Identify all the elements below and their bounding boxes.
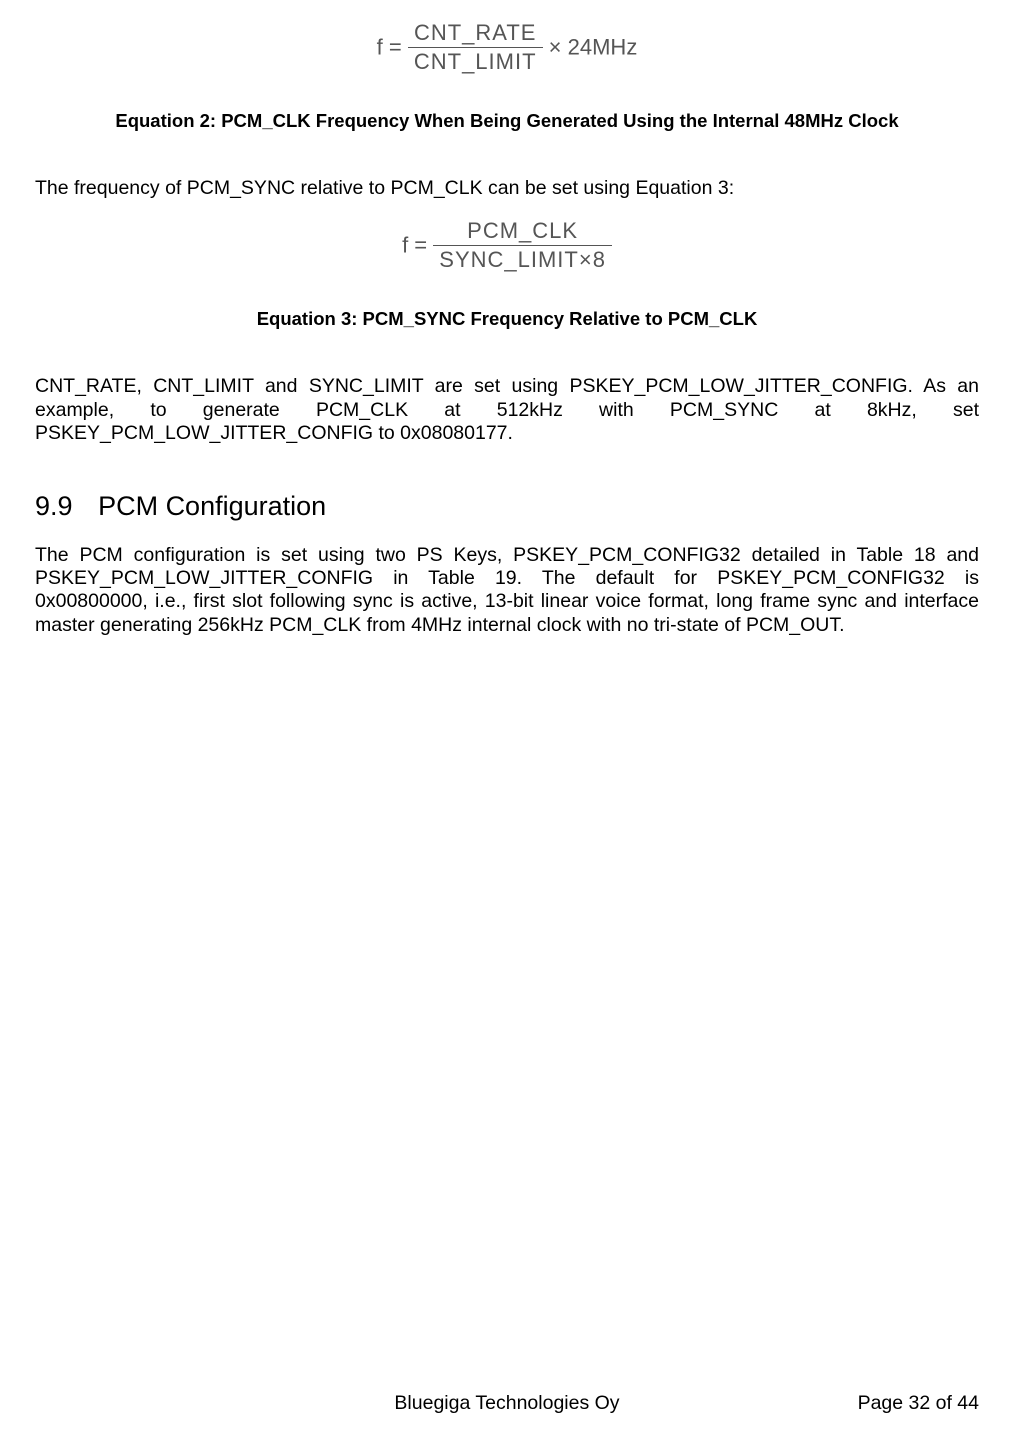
equation-3: f = PCM_CLK SYNC_LIMIT×8 <box>35 218 979 273</box>
equation-2: f = CNT_RATE CNT_LIMIT × 24MHz <box>35 20 979 75</box>
equation-prefix: f = <box>377 35 402 60</box>
section-title: PCM Configuration <box>98 491 326 521</box>
equation-denominator: CNT_LIMIT <box>408 48 543 75</box>
equation-fraction: PCM_CLK SYNC_LIMIT×8 <box>433 218 612 273</box>
page-footer: Bluegiga Technologies Oy Page 32 of 44 <box>35 1392 979 1415</box>
paragraph-1: The frequency of PCM_SYNC relative to PC… <box>35 177 979 200</box>
footer-page-number: Page 32 of 44 <box>858 1392 979 1415</box>
equation-3-caption: Equation 3: PCM_SYNC Frequency Relative … <box>35 308 979 330</box>
equation-numerator: CNT_RATE <box>408 20 543 48</box>
equation-prefix: f = <box>402 233 427 258</box>
equation-suffix: × 24MHz <box>549 35 638 60</box>
footer-company: Bluegiga Technologies Oy <box>394 1392 619 1414</box>
equation-2-caption: Equation 2: PCM_CLK Frequency When Being… <box>35 110 979 132</box>
section-number: 9.9 <box>35 491 73 522</box>
section-heading: 9.9 PCM Configuration <box>35 491 979 522</box>
equation-fraction: CNT_RATE CNT_LIMIT <box>408 20 543 75</box>
equation-denominator: SYNC_LIMIT×8 <box>433 246 612 273</box>
paragraph-2: CNT_RATE, CNT_LIMIT and SYNC_LIMIT are s… <box>35 375 979 445</box>
paragraph-3: The PCM configuration is set using two P… <box>35 544 979 638</box>
equation-numerator: PCM_CLK <box>433 218 612 246</box>
